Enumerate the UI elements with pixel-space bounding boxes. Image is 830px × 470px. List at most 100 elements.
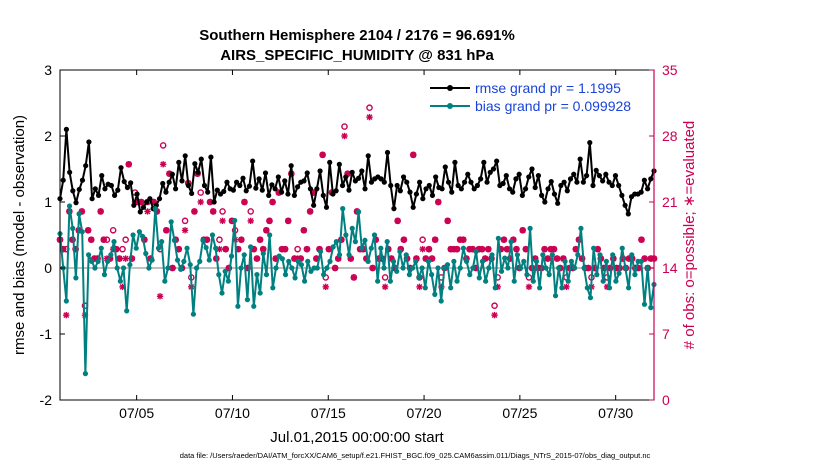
rmse-point [593,167,599,173]
bias-point [349,225,355,231]
bias-point [98,245,104,251]
rmse-point [513,176,519,182]
rmse-point [455,182,461,189]
rmse-point [301,178,307,184]
rmse-point [404,179,410,185]
bias-point [638,258,644,264]
bias-point [101,272,108,278]
bias-point [117,278,123,284]
bias-point [162,278,168,284]
bias-point [203,244,209,251]
bias-point [200,237,206,243]
obs-evaluated-point [544,255,551,262]
bias-point [178,266,184,272]
bias-point [429,272,435,278]
obs-evaluated-point [263,227,270,234]
y-axis-right: 0 7 14 21 28 35 [649,62,678,408]
obs-evaluated-point [416,283,423,291]
rmse-point [291,192,297,198]
bias-point [540,252,546,258]
rmse-point [76,186,82,193]
rmse-point [583,173,590,179]
obs-evaluated-point [319,151,326,159]
bias-point [130,232,136,238]
y-right-tick-label: 35 [662,62,678,78]
bias-point [591,245,597,251]
rmse-point [561,179,567,185]
bias-point [448,285,454,291]
rmse-point [638,189,644,195]
obs-evaluated-point [97,208,104,215]
rmse-point [189,190,195,197]
bias-point [168,219,174,225]
obs-evaluated-point [63,311,70,319]
rmse-point [163,189,169,195]
bias-point [336,252,343,258]
bias-point [82,371,89,377]
rmse-point [67,169,73,175]
bias-point [616,270,622,276]
obs-evaluated-point [350,274,358,281]
bias-point [416,275,422,281]
rmse-point [484,179,490,185]
y-axis-right-label: # of obs: o=possible; ∗=evaluated [681,121,698,350]
bias-point [343,232,349,238]
obs-evaluated-point [491,311,498,319]
bias-point [105,258,111,264]
bias-point [206,257,212,263]
bias-point [193,265,200,271]
rmse-point [426,182,432,189]
x-tick-label: 07/05 [119,405,154,421]
bias-point [463,258,470,264]
x-axis-label: Jul.01,2015 00:00:00 start [270,429,444,446]
obs-evaluated-point [144,208,151,215]
rmse-point [314,186,320,192]
rmse-point [359,168,365,174]
bias-point [267,232,273,238]
obs-evaluated-point [269,198,276,206]
obs-evaluated-point [638,236,645,243]
bias-point [470,265,476,271]
bias-point [327,258,333,264]
rmse-point [176,159,182,165]
obs-possible-point [247,208,255,215]
bias-point [149,257,155,263]
rmse-point [288,163,294,169]
rmse-point [609,182,615,189]
bias-point [346,252,352,258]
rmse-point [327,159,333,165]
bias-point [432,291,438,297]
obs-evaluated-point [435,198,442,206]
obs-evaluated-point [341,132,348,140]
obs-evaluated-point [422,255,429,262]
rmse-point [641,177,647,183]
rmse-point [522,186,529,192]
bias-point [181,258,187,264]
obs-evaluated-point [197,198,204,206]
data-file-footer: data file: /Users/raeder/DAI/ATM_forcXX/… [180,451,651,460]
legend-rmse-label: rmse grand pr = 1.1995 [475,80,621,96]
bias-point [352,239,359,245]
bias-point [413,258,419,264]
rmse-point [587,140,593,146]
bias-point [355,209,362,215]
obs-evaluated-point [431,236,439,243]
rmse-point [622,202,628,208]
rmse-point [510,189,516,195]
obs-evaluated-point [485,245,492,253]
rmse-point [272,186,278,192]
rmse-point [307,186,314,192]
rmse-point [625,211,631,217]
y-right-tick-label: 14 [662,260,678,276]
bias-point [397,248,403,255]
rmse-point [391,206,397,212]
obs-evaluated-point [563,283,570,291]
bias-point [381,265,387,271]
rmse-point [237,182,243,189]
bias-point [317,248,324,255]
rmse-point [208,154,214,160]
rmse-point [323,204,330,210]
bias-point [581,265,587,271]
rmse-point [442,164,448,170]
